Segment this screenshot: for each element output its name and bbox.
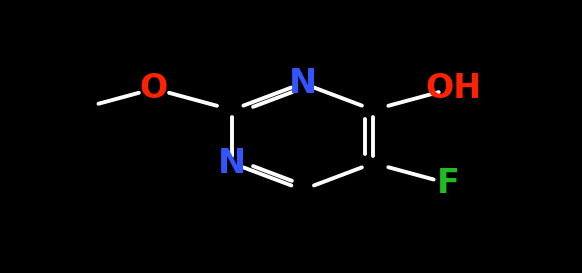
- Text: N: N: [218, 147, 246, 180]
- Text: OH: OH: [425, 72, 482, 105]
- Text: F: F: [437, 167, 460, 200]
- Text: O: O: [140, 72, 168, 105]
- Text: N: N: [289, 67, 317, 100]
